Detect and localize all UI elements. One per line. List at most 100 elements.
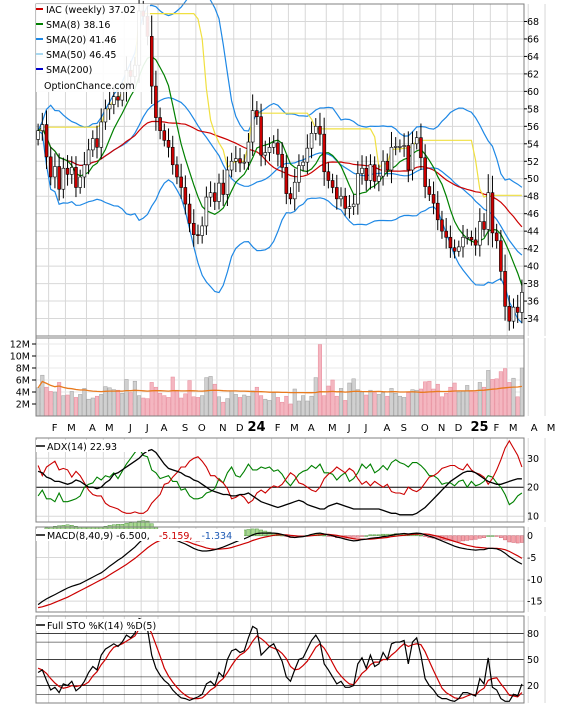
macd-histogram-bar: [482, 535, 486, 539]
candle-body: [507, 305, 512, 322]
candle-body: [368, 164, 373, 181]
volume-bar: [65, 394, 70, 417]
volume-bar: [61, 395, 66, 417]
candle-body: [246, 141, 251, 163]
candle-body: [431, 194, 436, 204]
plus-di-line: [37, 447, 523, 506]
candle-body: [53, 166, 57, 178]
candle-body: [221, 182, 225, 195]
x-tick-label: D: [455, 423, 463, 434]
candle-body: [86, 149, 91, 166]
minus-di-line: [37, 439, 523, 514]
macd-y-tick-label: -5: [527, 553, 536, 564]
volume-bar: [338, 388, 344, 417]
volume-bar: [158, 392, 163, 417]
candle-body: [402, 145, 406, 147]
volume-bar: [111, 389, 116, 417]
sto-y-tick-label: 50: [527, 655, 539, 666]
macd-histogram-bar: [372, 534, 377, 536]
candle-body: [225, 169, 230, 195]
volume-bar: [486, 370, 491, 417]
macd-histogram-bar: [381, 533, 385, 536]
volume-bar: [120, 392, 125, 417]
candle-body: [61, 167, 66, 190]
volume-bar: [216, 396, 222, 417]
x-tick-label: A: [531, 423, 538, 434]
candle-body: [335, 187, 339, 200]
macd-histogram-bar: [360, 535, 364, 537]
price-y-tick-label: 40: [527, 262, 539, 273]
macd-histogram-bar: [477, 535, 482, 539]
candle-body: [414, 137, 419, 145]
candle-body: [339, 195, 343, 200]
volume-bar: [305, 400, 310, 417]
volume-bar: [162, 395, 167, 417]
x-tick-label: M: [67, 423, 76, 434]
volume-bar: [473, 391, 478, 417]
volume-bar: [48, 391, 53, 417]
candle-body: [99, 121, 103, 148]
candle-body: [78, 176, 82, 188]
candle-body: [326, 171, 331, 181]
volume-bar: [99, 394, 104, 417]
volume-bar: [280, 401, 285, 417]
candle-body: [330, 180, 335, 188]
candle-body: [40, 124, 45, 131]
volume-bar: [444, 392, 449, 417]
volume-bar: [204, 377, 209, 417]
candle-body: [410, 143, 415, 171]
adx-title: ADX(14) 22.93: [36, 440, 148, 453]
candle-body: [69, 167, 74, 175]
candle-body: [36, 130, 40, 140]
macd-histogram-bar: [414, 534, 419, 536]
price-y-tick-label: 58: [527, 104, 539, 115]
candle-body: [271, 142, 276, 148]
volume-bar: [414, 389, 419, 417]
volume-bar: [326, 385, 331, 417]
volume-bar: [334, 395, 339, 417]
x-tick-label: J: [145, 423, 149, 434]
x-tick-label: M: [290, 423, 299, 434]
price-y-tick-label: 62: [527, 69, 539, 80]
macd-title-text: MACD(8,40,9) -6.500, -5.159, -1.334: [47, 531, 232, 542]
price-y-tick-label: 34: [527, 314, 539, 325]
volume-bar: [322, 395, 327, 417]
candle-body: [313, 126, 318, 134]
volume-bar: [343, 400, 348, 417]
volume-bar: [364, 394, 369, 417]
candle-body: [452, 247, 457, 252]
candle-body: [74, 167, 78, 188]
macd-histogram-bar: [355, 535, 360, 538]
volume-bar: [482, 386, 487, 417]
volume-bar: [149, 382, 154, 417]
volume-bar: [519, 367, 524, 417]
volume-bar: [191, 396, 196, 417]
macd-histogram-bar: [498, 535, 503, 539]
x-tick-label: 24: [248, 420, 266, 435]
candle-body: [318, 126, 322, 135]
x-tick-label: M: [509, 423, 518, 434]
volume-bar: [465, 385, 470, 417]
volume-bar: [36, 387, 41, 417]
x-tick-label: A: [161, 423, 168, 434]
macd-line: [37, 532, 523, 606]
candle-body: [48, 156, 53, 178]
volume-bar: [284, 395, 289, 417]
candle-body: [183, 187, 188, 205]
legend-price-label: IAC (weekly) 37.02: [46, 5, 136, 16]
macd-histogram-bar: [322, 534, 327, 537]
x-tick-label: M: [547, 423, 556, 434]
candle-body: [200, 225, 204, 236]
volume-bar: [86, 398, 91, 417]
candle-body: [486, 192, 491, 230]
candle-body: [473, 239, 478, 246]
candle-body: [490, 192, 495, 234]
candle-body: [478, 221, 482, 246]
volume-bar: [73, 397, 78, 417]
macd-y-tick-label: -15: [527, 597, 543, 608]
volume-bar: [406, 392, 411, 417]
macd-histogram-bar: [254, 528, 259, 536]
volume-bar: [435, 383, 440, 417]
macd-signal-line: [37, 533, 523, 609]
macd-histogram-bar: [490, 535, 495, 537]
